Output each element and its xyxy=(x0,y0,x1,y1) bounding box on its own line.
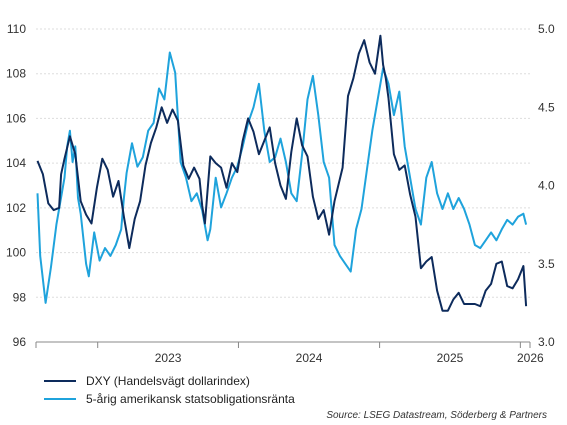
legend-item-dxy: DXY (Handelsvägt dollarindex) xyxy=(44,372,295,390)
left-y-tick-label: 98 xyxy=(13,290,27,304)
left-y-tick-label: 106 xyxy=(6,111,26,125)
right-y-tick-label: 3.5 xyxy=(538,257,555,271)
right-y-tick-label: 4.0 xyxy=(538,179,555,193)
line-chart: 2023 2024 2025 2026 9698100102104106108110 … xyxy=(6,22,555,365)
dxy-series-line xyxy=(36,34,528,312)
left-y-tick-label: 102 xyxy=(6,201,26,215)
left-y-tick-label: 96 xyxy=(13,335,27,349)
left-y-tick-label: 100 xyxy=(6,246,26,260)
right-y-tick-label: 3.0 xyxy=(538,335,555,349)
left-y-tick-label: 110 xyxy=(7,22,26,36)
legend-label-dxy: DXY (Handelsvägt dollarindex) xyxy=(86,374,250,388)
left-y-tick-label: 104 xyxy=(6,156,26,170)
legend-item-5y-yield: 5-årig amerikansk statsobligationsränta xyxy=(44,390,295,408)
x-tick-label: 2025 xyxy=(437,351,464,365)
x-axis: 2023 2024 2025 2026 xyxy=(35,341,544,365)
right-y-tick-label: 5.0 xyxy=(538,22,555,36)
right-y-axis: 3.0 3.5 4.0 4.5 5.0 xyxy=(538,22,555,349)
series-lines xyxy=(36,34,528,312)
x-tick-label: 2023 xyxy=(155,351,182,365)
legend: DXY (Handelsvägt dollarindex) 5-årig ame… xyxy=(44,372,295,408)
left-y-axis: 96 98 100 102 104 106 108 110 xyxy=(6,22,26,349)
legend-swatch-dxy xyxy=(44,380,76,382)
right-y-tick-label: 4.5 xyxy=(538,100,555,114)
source-note: Source: LSEG Datastream, Söderberg & Par… xyxy=(326,410,547,421)
legend-label-5y-yield: 5-årig amerikansk statsobligationsränta xyxy=(86,392,295,406)
x-tick-label: 2024 xyxy=(296,351,323,365)
yield-5y-series-line xyxy=(36,51,528,304)
legend-swatch-5y-yield xyxy=(44,398,76,400)
x-tick-label: 2026 xyxy=(517,351,544,365)
left-y-tick-label: 108 xyxy=(6,67,26,81)
